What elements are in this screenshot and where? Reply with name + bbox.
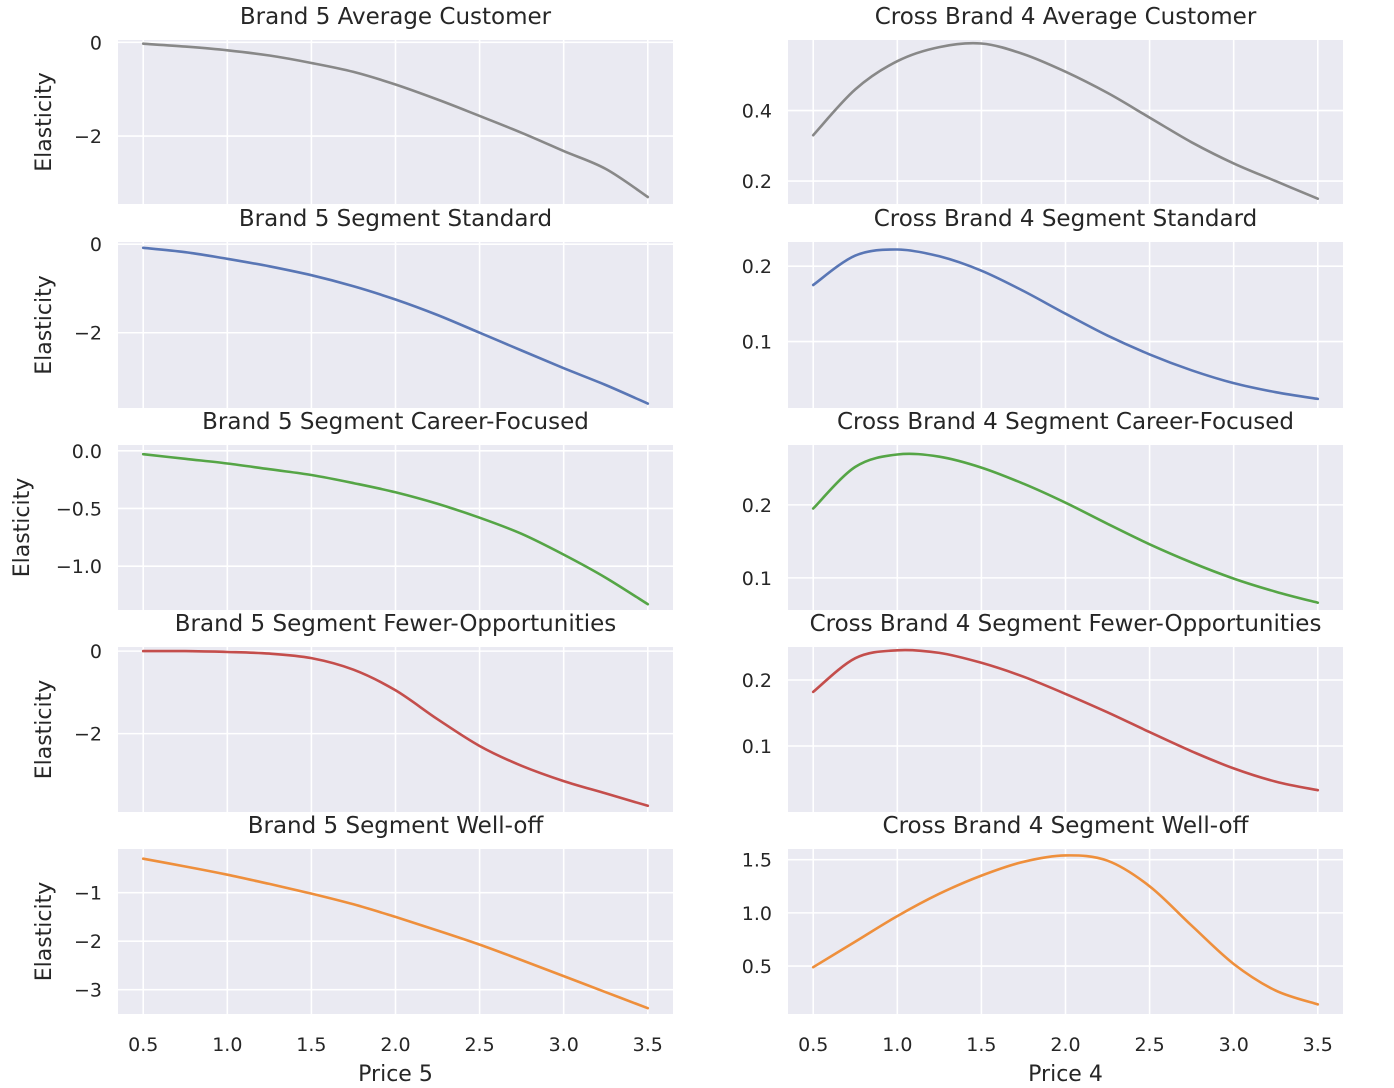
series-line xyxy=(141,42,650,199)
series-line xyxy=(141,857,650,1010)
grid xyxy=(118,849,673,1014)
subplot-title: Brand 5 Segment Well-off xyxy=(248,813,545,839)
x-tick-label: 1.5 xyxy=(966,1034,996,1056)
y-tick-label: 0.2 xyxy=(742,670,772,692)
subplot-9: Brand 5 Segment Well-off −1 −2 −3 0.5 1.0 1.5 2… xyxy=(32,813,673,1087)
x-tick-label: 3.5 xyxy=(633,1034,663,1056)
grid xyxy=(118,647,673,812)
y-tick-label: 0.4 xyxy=(742,101,772,123)
y-tick-label: 0 xyxy=(90,234,102,256)
y-axis-label: Elasticity xyxy=(10,478,35,578)
y-tick-label: 1.0 xyxy=(742,903,772,925)
y-tick-label: −2 xyxy=(74,323,102,345)
y-tick-label: −1.0 xyxy=(56,556,102,578)
y-tick-label: 0.5 xyxy=(742,956,772,978)
y-tick-label: −2 xyxy=(74,126,102,148)
grid xyxy=(788,242,1343,408)
y-tick-label: 0.1 xyxy=(742,568,772,590)
y-tick-label: −2 xyxy=(74,724,102,746)
grid xyxy=(118,445,673,610)
subplot-5: Brand 5 Segment Career-Focused 0.0 −0.5 −1.… xyxy=(10,409,673,610)
series-line xyxy=(141,649,650,808)
grid xyxy=(788,40,1343,204)
x-tick-label: 3.5 xyxy=(1303,1034,1333,1056)
subplot-title: Brand 5 Segment Fewer-Opportunities xyxy=(175,611,617,637)
subplot-title: Cross Brand 4 Average Customer xyxy=(875,4,1257,30)
y-axis-label: Elasticity xyxy=(32,882,57,982)
x-axis-label: Price 5 xyxy=(358,1062,433,1087)
y-axis-label: Elasticity xyxy=(32,72,57,172)
y-tick-label: 0 xyxy=(90,641,102,663)
y-tick-label: −1 xyxy=(74,883,102,905)
subplot-title: Brand 5 Segment Career-Focused xyxy=(202,409,589,435)
grid xyxy=(118,40,673,204)
y-tick-label: −0.5 xyxy=(56,498,102,520)
y-tick-label: 0.1 xyxy=(742,332,772,354)
x-tick-label: 2.5 xyxy=(1134,1034,1164,1056)
subplot-title: Brand 5 Segment Standard xyxy=(239,206,552,232)
y-tick-label: −3 xyxy=(74,980,102,1002)
x-tick-label: 3.0 xyxy=(549,1034,579,1056)
x-tick-label: 0.5 xyxy=(798,1034,828,1056)
subplot-title: Cross Brand 4 Segment Fewer-Opportunitie… xyxy=(810,611,1322,637)
x-tick-label: 1.0 xyxy=(882,1034,912,1056)
subplot-7: Brand 5 Segment Fewer-Opportunities 0 −2 El… xyxy=(32,611,673,812)
y-tick-label: 1.5 xyxy=(742,850,772,872)
subplot-1: Brand 5 Average Customer 0 −2 Elasticity xyxy=(32,4,673,204)
y-axis-label: Elasticity xyxy=(32,680,57,780)
subplot-title: Cross Brand 4 Segment Career-Focused xyxy=(837,409,1294,435)
subplot-title: Brand 5 Average Customer xyxy=(240,4,552,30)
subplot-title: Cross Brand 4 Segment Well-off xyxy=(883,813,1250,839)
series-line xyxy=(141,246,650,405)
series-line xyxy=(811,248,1320,401)
y-tick-label: 0.2 xyxy=(742,171,772,193)
series-line xyxy=(811,854,1320,1006)
subplot-6: Cross Brand 4 Segment Career-Focused 0.2 0… xyxy=(742,409,1343,610)
y-tick-label: 0.1 xyxy=(742,736,772,758)
grid xyxy=(788,647,1343,812)
subplot-4: Cross Brand 4 Segment Standard 0.2 0.1 xyxy=(742,206,1343,408)
x-tick-label: 1.0 xyxy=(212,1034,242,1056)
x-tick-label: 2.0 xyxy=(1050,1034,1080,1056)
y-tick-label: 0.2 xyxy=(742,256,772,278)
grid xyxy=(788,445,1343,610)
series-line xyxy=(811,648,1320,792)
series-line xyxy=(141,452,650,606)
y-tick-label: 0 xyxy=(90,32,102,54)
x-tick-label: 2.5 xyxy=(464,1034,494,1056)
x-axis-label: Price 4 xyxy=(1028,1062,1103,1087)
grid xyxy=(118,242,673,408)
subplot-3: Brand 5 Segment Standard 0 −2 Elasticity xyxy=(32,206,673,408)
grid xyxy=(788,849,1343,1014)
series-line xyxy=(811,41,1320,200)
y-tick-label: −2 xyxy=(74,931,102,953)
series-line xyxy=(811,452,1320,604)
subplot-2: Cross Brand 4 Average Customer 0.4 0.2 xyxy=(742,4,1343,204)
subplot-8: Cross Brand 4 Segment Fewer-Opportunitie… xyxy=(742,611,1343,812)
subplot-10: Cross Brand 4 Segment Well-off 1.5 1.0 0.5 0… xyxy=(742,813,1343,1087)
x-tick-label: 3.0 xyxy=(1219,1034,1249,1056)
x-tick-label: 2.0 xyxy=(380,1034,410,1056)
y-axis-label: Elasticity xyxy=(32,275,57,375)
subplot-title: Cross Brand 4 Segment Standard xyxy=(874,206,1258,232)
y-tick-label: 0.2 xyxy=(742,495,772,517)
y-tick-label: 0.0 xyxy=(72,441,102,463)
x-tick-label: 1.5 xyxy=(296,1034,326,1056)
x-tick-label: 0.5 xyxy=(128,1034,158,1056)
